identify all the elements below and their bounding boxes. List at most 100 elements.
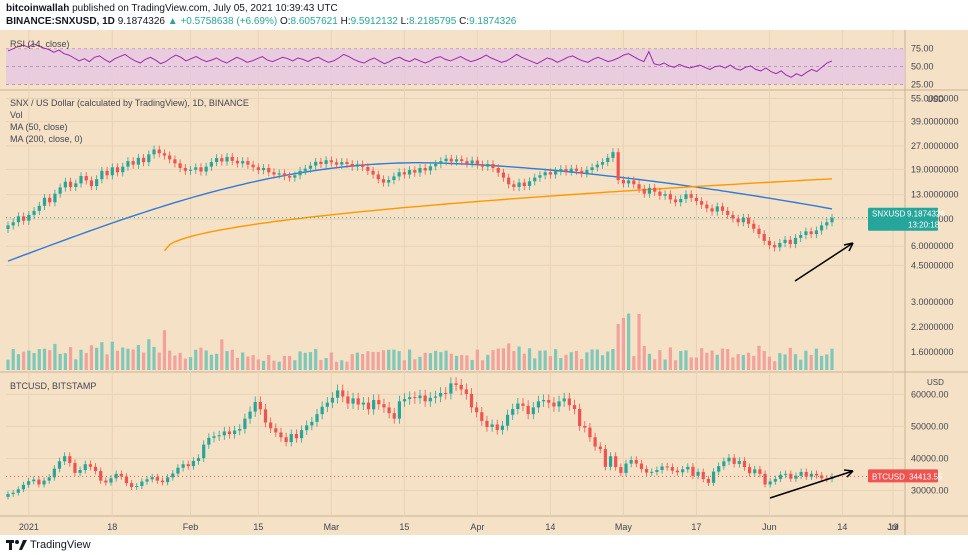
btc-candle (814, 473, 819, 476)
volume-bar (496, 348, 500, 370)
volume-bar (225, 351, 229, 370)
volume-bar (507, 343, 511, 370)
snx-candle (48, 197, 52, 203)
snx-candle (663, 194, 667, 196)
btc-candle (258, 401, 262, 410)
btc-candle (222, 431, 226, 436)
legend-ma50[interactable]: MA (50, close) (10, 122, 68, 132)
price-axes[interactable]: 75.00 50.00 25.00 55.0000000 39.0000000 27.00… (868, 44, 959, 496)
volume-bar (413, 359, 417, 370)
snx-candle (710, 208, 714, 212)
volume-bar (74, 359, 78, 370)
symbol-name[interactable]: BINANCE:SNXUSD, 1D (6, 16, 115, 27)
snx-candle (110, 167, 114, 176)
snx-candle (355, 164, 360, 167)
btc-candle (382, 404, 386, 408)
btc-candle (748, 467, 752, 474)
rsi-title[interactable]: RSI (14, close) (10, 39, 70, 49)
btc-candle (289, 434, 293, 443)
btc-candle (480, 412, 484, 421)
snx-candle (689, 194, 693, 198)
snx-candle (246, 161, 250, 165)
btc-candle (444, 392, 448, 394)
up-arrow-icon: ▲ (167, 16, 178, 27)
btc-candle (536, 401, 541, 408)
tradingview-logo-icon[interactable] (6, 538, 28, 552)
snx-candle (491, 164, 495, 169)
snx-candle (418, 168, 422, 173)
snx-candle (251, 164, 255, 168)
legend-ma200[interactable]: MA (200, close, 0) (10, 134, 83, 144)
volume-bar (261, 360, 266, 370)
btc-candle (511, 409, 515, 415)
snx-price-value: 9.1874326 (907, 210, 945, 219)
btc-candle (686, 466, 690, 470)
snx-candle (381, 179, 386, 183)
volume-bar (141, 352, 146, 370)
snx-candle (439, 161, 443, 165)
btc-candle (650, 471, 654, 473)
btc-candle (696, 471, 700, 476)
legend-title[interactable]: SNX / US Dollar (calculated by TradingVi… (10, 98, 249, 108)
x-tick-label: Apr (470, 522, 484, 532)
tradingview-brand[interactable]: TradingView (30, 539, 91, 551)
snx-candle (527, 181, 532, 187)
snx-candle (402, 172, 406, 175)
snx-candle (345, 162, 349, 165)
snx-candle (804, 231, 808, 236)
btc-candle (552, 402, 556, 407)
btc-candle (330, 397, 335, 403)
legend-vol[interactable]: Vol (10, 110, 23, 120)
volume-bar (293, 360, 297, 370)
btc-candle (351, 398, 355, 404)
x-tick-label: 2021 (19, 522, 39, 532)
btc-candle (186, 464, 190, 467)
volume-bar (553, 349, 558, 370)
volume-bar (788, 347, 792, 370)
volume-bar (454, 355, 459, 370)
btc-candle (737, 461, 741, 464)
volume-bar (668, 347, 672, 370)
snx-candle (147, 154, 151, 163)
btc-candle (665, 466, 669, 468)
volume-bar (22, 351, 26, 370)
snx-tick-label: 6.0000000 (911, 241, 954, 251)
btc-candle (593, 437, 597, 447)
volume-bar (131, 349, 135, 370)
x-tick-label: May (615, 522, 633, 532)
volume-bar (220, 339, 224, 370)
snx-tick-label: 55.0000000 (911, 94, 959, 104)
volume-bar (564, 354, 568, 370)
volume-bar (121, 347, 125, 370)
volume-bar (595, 349, 599, 370)
volume-bar (89, 345, 94, 370)
snx-candle (215, 158, 219, 163)
btc-candle (531, 407, 535, 415)
btc-candle (614, 456, 618, 468)
publisher-name[interactable]: bitcoinwallah (6, 3, 70, 14)
volume-bar (757, 345, 761, 370)
snx-tick-label: 19.0000000 (911, 164, 959, 174)
volume-bar (115, 350, 120, 370)
snx-candle (642, 188, 646, 194)
snx-candle (136, 157, 140, 165)
volume-bar (319, 360, 323, 370)
btc-candle (598, 446, 602, 450)
snx-candle (548, 172, 552, 175)
chart-area[interactable]: 75.00 50.00 25.00 55.0000000 39.0000000 27.00… (0, 30, 968, 535)
volume-bar (178, 352, 182, 370)
snx-candle (121, 166, 125, 173)
snx-candle (152, 149, 156, 155)
snx-candle (79, 176, 83, 184)
volume-bar (126, 348, 130, 370)
volume-bar (152, 346, 156, 370)
volume-bar (814, 348, 818, 370)
snx-candle (308, 165, 313, 169)
snx-candle (600, 162, 605, 165)
btc-title[interactable]: BTCUSD, BITSTAMP (10, 381, 97, 391)
volume-bar (199, 347, 203, 370)
footer: TradingView (0, 535, 968, 555)
btc-candle (243, 418, 247, 429)
btc-candle (516, 403, 520, 410)
